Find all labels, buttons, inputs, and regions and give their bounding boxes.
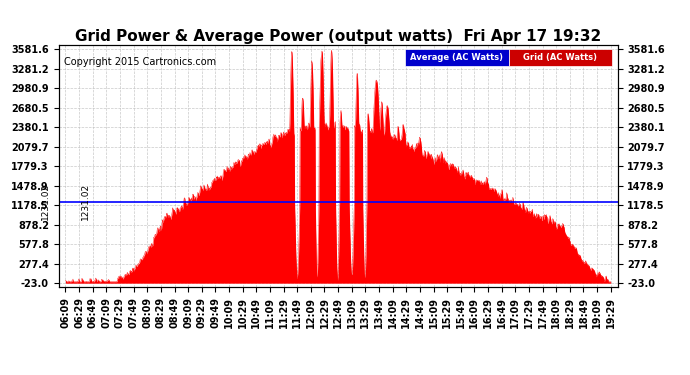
Text: Average (AC Watts): Average (AC Watts) — [411, 53, 504, 62]
Text: 1231.02: 1231.02 — [81, 183, 90, 220]
Text: Grid (AC Watts): Grid (AC Watts) — [523, 53, 598, 62]
FancyBboxPatch shape — [509, 49, 612, 66]
Text: 1231.02: 1231.02 — [41, 183, 50, 220]
FancyBboxPatch shape — [405, 49, 509, 66]
Text: Copyright 2015 Cartronics.com: Copyright 2015 Cartronics.com — [64, 57, 217, 67]
Title: Grid Power & Average Power (output watts)  Fri Apr 17 19:32: Grid Power & Average Power (output watts… — [75, 29, 601, 44]
